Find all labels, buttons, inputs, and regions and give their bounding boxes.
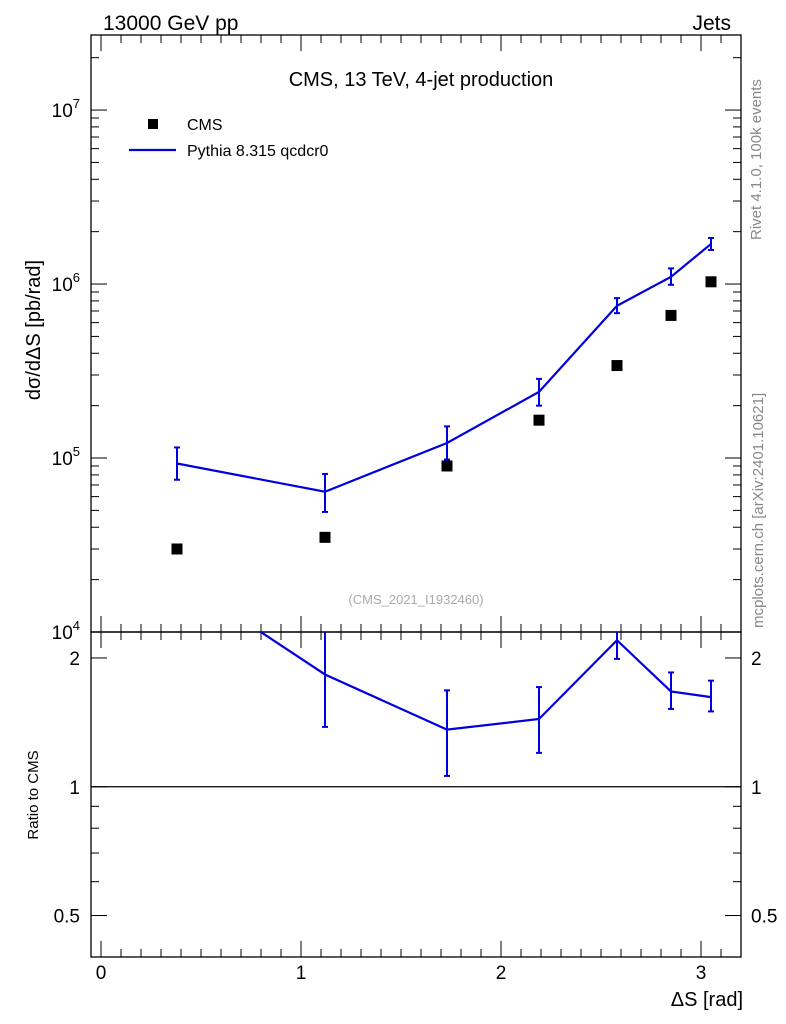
- ratio-y-tick-label-left: 0.5: [54, 907, 80, 928]
- ratio-panel: Ratio to CMS ΔS [rad] 0.5 0.5 1 1 2 2 0 1 2 3: [25, 631, 777, 1011]
- x-axis-label: ΔS [rad]: [671, 989, 743, 1011]
- cms-data-point: [171, 543, 183, 555]
- chart-title: CMS, 13 TeV, 4-jet production: [289, 69, 554, 91]
- cms-data-point: [665, 309, 677, 321]
- main-x-axis: [100, 35, 742, 632]
- legend-pythia-label: Pythia 8.315 qcdcr0: [187, 143, 329, 160]
- cms-data-point: [705, 276, 717, 288]
- ratio-y-tick-label-left: 2: [69, 649, 80, 670]
- cms-data-series: [171, 276, 717, 555]
- ratio-plot-frame: [90, 631, 742, 958]
- cms-data-point: [533, 414, 545, 426]
- ratio-y-axis: 0.5 0.5 1 1 2 2: [54, 649, 777, 958]
- mcplots-label: mcplots.cern.ch [arXiv:2401.10621]: [750, 393, 767, 628]
- rivet-version-label: Rivet 4.1.0, 100k events: [748, 79, 765, 240]
- cms-data-point: [441, 460, 453, 472]
- pythia-series: [174, 236, 714, 513]
- cms-data-point: [319, 531, 331, 543]
- x-tick-label: 1: [296, 963, 307, 984]
- main-panel: CMS, 13 TeV, 4-jet production (CMS_2021_…: [23, 34, 742, 644]
- ratio-y-tick-label-right: 2: [751, 649, 762, 670]
- analysis-watermark: (CMS_2021_I1932460): [348, 592, 483, 607]
- ratio-x-axis: 0 1 2 3: [96, 632, 742, 984]
- ratio-y-tick-label-left: 1: [69, 778, 80, 799]
- ratio-y-axis-label: Ratio to CMS: [25, 750, 42, 839]
- legend-cms-marker: [148, 119, 158, 129]
- ratio-series: [258, 632, 714, 777]
- x-tick-label: 3: [696, 963, 707, 984]
- header-left-label: 13000 GeV pp: [103, 12, 238, 35]
- cms-data-point: [611, 360, 623, 372]
- x-tick-label: 2: [496, 963, 507, 984]
- main-y-axis-label: dσ/dΔS [pb/rad]: [23, 260, 45, 400]
- legend-cms-label: CMS: [187, 117, 223, 134]
- legend: CMS Pythia 8.315 qcdcr0: [129, 117, 329, 160]
- ratio-y-tick-label-right: 1: [751, 778, 762, 799]
- ratio-y-tick-label-right: 0.5: [751, 907, 777, 928]
- x-tick-label: 0: [96, 963, 107, 984]
- header-right-label: Jets: [692, 12, 731, 35]
